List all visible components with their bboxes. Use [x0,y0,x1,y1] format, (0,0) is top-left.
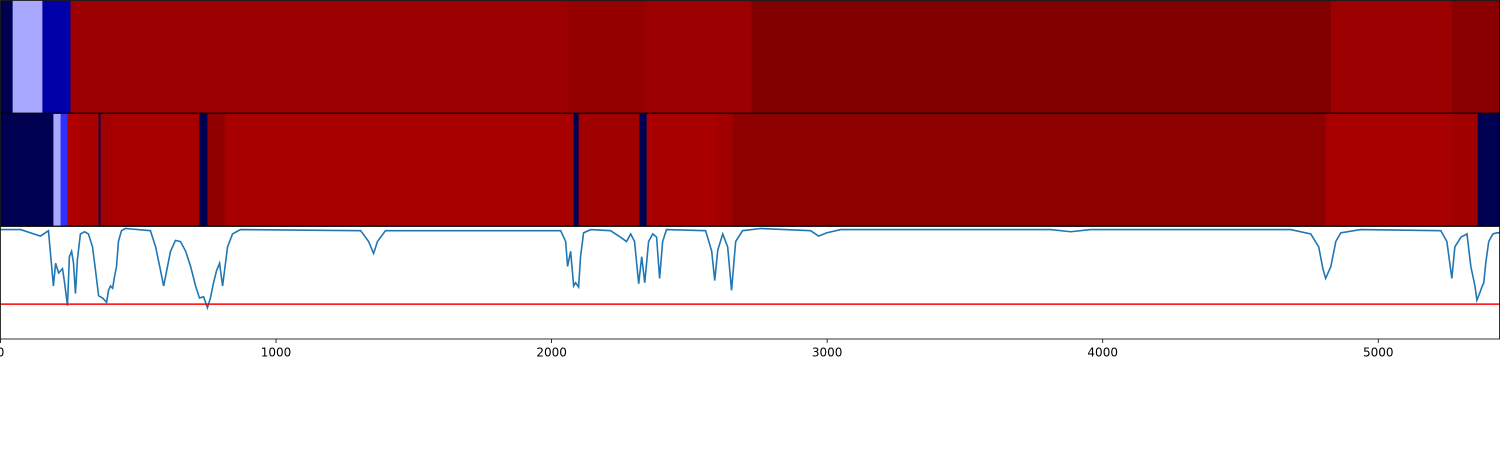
x-tick-label: 3000 [812,346,843,360]
segment [1325,113,1453,226]
segment [751,0,1332,113]
segment [98,113,102,226]
segment [224,113,575,226]
segment [732,113,1327,226]
x-tick-label: 2000 [536,346,567,360]
segment [646,113,718,226]
segment [578,113,641,226]
data-line [0,227,1500,311]
segment [716,113,734,226]
segment [573,113,580,226]
segment [639,113,648,226]
segment [60,113,68,226]
segment [1330,0,1453,113]
x-tick-label: 5000 [1363,346,1394,360]
x-tick-label: 1000 [261,346,292,360]
segment [0,113,54,226]
segment [207,113,226,226]
x-tick-label: 4000 [1087,346,1118,360]
segment [70,0,569,113]
segment [42,0,71,113]
segment [1451,0,1500,113]
segment [1477,113,1500,226]
segment [0,0,14,113]
segment [567,0,646,113]
segment [112,113,200,226]
panel-frame [0,226,1500,340]
segment [199,113,208,226]
segment [644,0,753,113]
segment [53,113,62,226]
segment [80,113,100,226]
segment [12,0,43,113]
segment [100,113,114,226]
segment [67,113,81,226]
segment [1451,113,1479,226]
x-tick-label: 0 [0,346,4,360]
